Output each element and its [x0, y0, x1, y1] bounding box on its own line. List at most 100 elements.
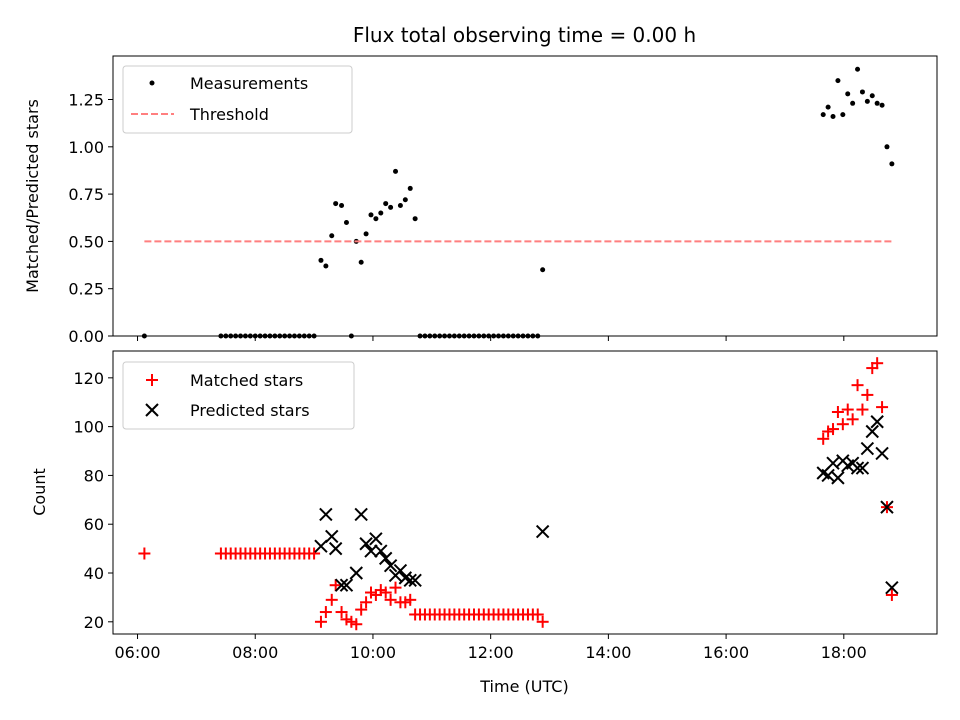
measurement-point [864, 98, 870, 104]
measurement-point [845, 91, 851, 97]
measurement-point [333, 201, 339, 207]
matched-point [885, 588, 898, 601]
predicted-point [319, 507, 333, 522]
bottom-y-axis-label: Count [30, 468, 49, 516]
x-tick-label: 12:00 [468, 643, 514, 662]
predicted-point [870, 415, 884, 429]
measurement-point [358, 259, 364, 265]
predicted-point [885, 580, 899, 595]
matched-point [876, 401, 889, 414]
y-tick-label: 20 [84, 613, 104, 632]
x-tick-label: 10:00 [350, 643, 396, 662]
predicted-point [831, 471, 845, 485]
measurement-point [339, 202, 345, 208]
measurement-point [879, 102, 885, 108]
x-tick-label: 16:00 [703, 643, 749, 662]
measurement-point [323, 263, 329, 269]
predicted-point [369, 532, 383, 546]
matched-point [841, 403, 854, 416]
y-tick-label: 0.25 [68, 280, 104, 299]
x-tick-label: 14:00 [585, 643, 631, 662]
measurement-point [855, 66, 861, 72]
legend-predicted-marker [145, 403, 159, 417]
predicted-point [334, 578, 349, 592]
predicted-point [364, 544, 378, 558]
x-tick-label: 08:00 [232, 643, 278, 662]
predicted-point [354, 507, 368, 522]
matched-point [389, 581, 402, 594]
matched-point [308, 547, 321, 560]
matched-point [856, 403, 869, 416]
predicted-point [860, 441, 875, 456]
legend-matched-marker [146, 374, 158, 386]
measurement-point [407, 185, 413, 191]
predicted-point [408, 573, 422, 588]
chart-title: Flux total observing time = 0.00 h [353, 23, 696, 47]
bottom-legend: Matched stars Predicted stars [122, 361, 355, 430]
top-y-axis-label: Matched/Predicted stars [23, 99, 42, 293]
predicted-point [880, 500, 894, 514]
matched-point [846, 413, 859, 426]
matched-point [335, 606, 348, 619]
measurement-point [869, 93, 875, 99]
matched-point [817, 432, 830, 445]
predicted-point [325, 529, 339, 544]
y-tick-label: 0.50 [68, 232, 104, 251]
y-tick-label: 1.25 [68, 91, 104, 110]
predicted-point [378, 551, 393, 566]
panel-counts: 20 40 60 80 100 120 06:00 08:00 10:00 12:00 14:00 1… [30, 350, 938, 696]
measurement-point [402, 197, 408, 203]
measurement-point [393, 168, 399, 174]
matched-point [319, 606, 332, 619]
legend-threshold-label: Threshold [189, 105, 269, 124]
predicted-point [875, 446, 889, 461]
top-axis-ticks: 0.00 0.25 0.50 0.75 1.00 1.25 [68, 91, 845, 346]
legend-measurements-marker [149, 80, 155, 86]
y-tick-label: 120 [73, 369, 104, 388]
legend-matched-label: Matched stars [190, 371, 303, 390]
measurement-point [363, 231, 369, 237]
bottom-series [138, 357, 899, 631]
y-tick-label: 80 [84, 466, 104, 485]
predicted-point [349, 566, 363, 580]
predicted-point [403, 573, 417, 588]
matched-point [536, 615, 549, 628]
series-matched-stars [138, 357, 898, 631]
matched-point [360, 596, 373, 609]
measurement-point [378, 210, 384, 216]
matched-point [531, 608, 544, 621]
matched-point [379, 586, 392, 599]
measurement-point [825, 104, 831, 110]
measurement-point [329, 233, 335, 239]
bottom-axes-frame [112, 350, 938, 635]
measurement-point [412, 216, 418, 222]
measurement-point [343, 219, 349, 225]
measurement-point [383, 201, 389, 207]
matched-point [350, 618, 363, 631]
matched-point [314, 615, 327, 628]
predicted-point [821, 468, 835, 483]
measurement-point [850, 100, 856, 106]
series-predicted-stars [314, 415, 899, 595]
measurement-point [373, 216, 379, 222]
y-tick-label: 40 [84, 564, 104, 583]
predicted-point [826, 456, 840, 470]
y-tick-label: 1.00 [68, 138, 104, 157]
measurement-point [318, 257, 324, 263]
matched-point [355, 603, 368, 616]
matched-point [831, 405, 844, 418]
predicted-point [850, 461, 865, 475]
matched-point [404, 593, 417, 606]
x-axis-label: Time (UTC) [479, 677, 568, 696]
legend-measurements-label: Measurements [190, 74, 308, 93]
measurement-point [388, 204, 394, 210]
predicted-point [865, 424, 879, 439]
x-tick-label: 18:00 [821, 643, 867, 662]
predicted-point [328, 541, 343, 556]
matched-point [827, 423, 840, 436]
measurement-point [368, 212, 374, 218]
measurement-point [397, 202, 403, 208]
measurement-point [540, 267, 546, 273]
matched-point [329, 579, 342, 592]
